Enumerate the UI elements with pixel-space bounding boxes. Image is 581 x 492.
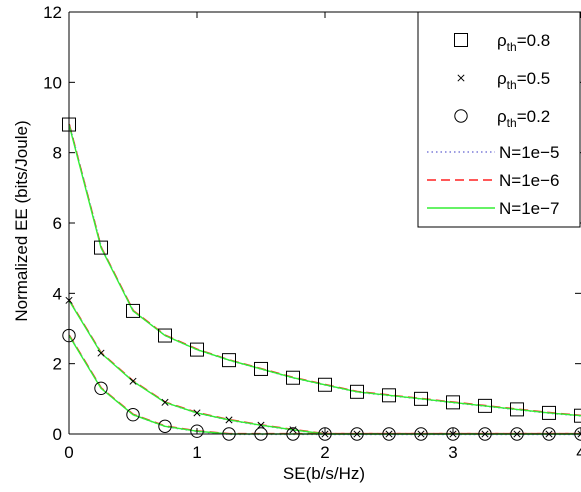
y-tick-label: 2 [53, 355, 62, 374]
y-tick-label: 4 [53, 284, 62, 303]
marker-circle-3 [94, 381, 108, 395]
marker-square-1 [414, 391, 428, 406]
x-tick-label: 2 [320, 443, 329, 462]
marker-square-1 [382, 388, 396, 403]
legend: ρth=0.8 ρth=0.5 ρth=0.2 N=1e−5 N=1e−6 N=1e−7 [417, 11, 581, 228]
x-axis-label: SE(b/s/Hz) [283, 464, 365, 483]
legend-series-label-2: N=1e−6 [499, 171, 560, 190]
marker-x-2 [193, 409, 201, 417]
marker-x-2 [129, 377, 137, 385]
marker-square-1 [542, 405, 556, 420]
marker-square-1 [350, 384, 364, 399]
series-line-3-curve-1 [68, 124, 581, 417]
legend-series-label-1: N=1e−5 [499, 143, 560, 162]
marker-square-1 [286, 370, 300, 385]
marker-square-1 [510, 402, 524, 417]
y-tick-label: 0 [53, 425, 62, 444]
marker-square-1 [158, 328, 172, 343]
legend-series-label-3: N=1e−7 [499, 199, 560, 218]
y-axis-label: Normalized EE (bits/Joule) [12, 120, 31, 321]
legend-box [417, 11, 581, 228]
marker-square-1 [254, 361, 268, 376]
legend-symbol-x [457, 74, 465, 82]
marker-square-1 [574, 408, 581, 423]
y-tick-label: 8 [53, 144, 62, 163]
marker-square-1 [190, 342, 204, 357]
marker-square-1 [318, 377, 332, 392]
legend-symbol-circle [454, 109, 468, 123]
marker-circle-3 [158, 419, 172, 433]
marker-square-1 [446, 395, 460, 410]
marker-x-2 [225, 416, 233, 424]
marker-square-1 [478, 398, 492, 413]
x-tick-label: 0 [64, 443, 73, 462]
legend-label-3: ρth=0.2 [497, 107, 550, 130]
marker-x-2 [577, 430, 581, 438]
legend-label-2: ρth=0.5 [497, 69, 550, 92]
marker-circle-3 [190, 424, 204, 438]
x-tick-label: 4 [576, 443, 581, 462]
legend-label-1: ρth=0.8 [497, 31, 550, 54]
marker-square-1 [126, 303, 140, 318]
marker-square-1 [222, 353, 236, 368]
y-tick-label: 10 [43, 73, 62, 92]
marker-x-2 [97, 349, 105, 357]
x-tick-label: 1 [192, 443, 201, 462]
y-tick-label: 12 [43, 3, 62, 22]
marker-circle-3 [126, 407, 140, 422]
marker-x-2 [289, 426, 297, 434]
marker-x-2 [161, 398, 169, 406]
marker-x-2 [257, 421, 265, 429]
legend-symbol-square [454, 33, 468, 47]
y-tick-label: 6 [53, 214, 62, 233]
x-tick-label: 3 [448, 443, 457, 462]
marker-square-1 [94, 240, 108, 255]
